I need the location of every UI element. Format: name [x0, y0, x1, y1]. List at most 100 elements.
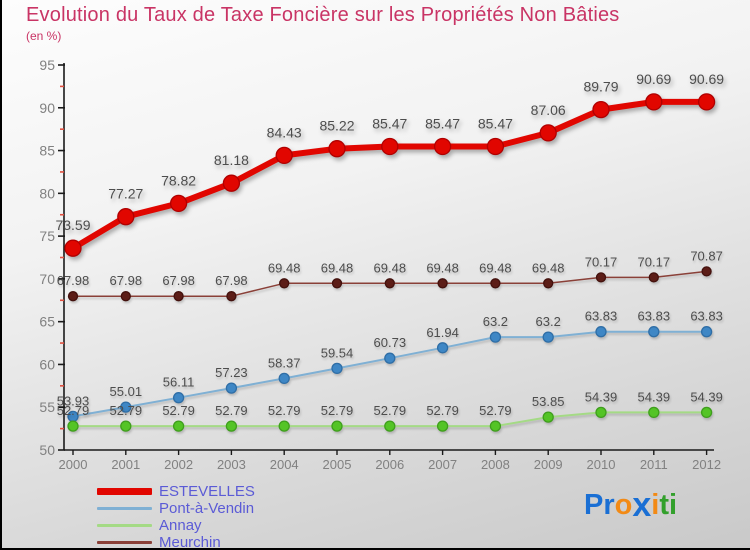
data-point-estevelles — [275, 146, 293, 165]
data-label-meurchin: 67.98 — [215, 273, 248, 288]
x-tick-label: 2003 — [217, 457, 246, 472]
x-tick-label: 2006 — [375, 457, 404, 472]
x-tick-label: 2012 — [692, 457, 721, 472]
data-point-annay — [67, 420, 79, 432]
data-label-pont-a-vendin: 56.11 — [163, 375, 195, 390]
legend-item-estevelles: ESTEVELLES — [97, 483, 255, 499]
data-label-estevelles: 85.47 — [478, 116, 513, 132]
data-point-estevelles — [64, 239, 82, 257]
y-tick-label: 80 — [39, 185, 55, 201]
data-point-annay — [542, 411, 554, 423]
legend-swatch-annay — [97, 523, 152, 527]
data-label-estevelles: 85.47 — [425, 116, 460, 132]
chart-canvas: 50 55 60 65 70 75 80 85 90 95 2000 2001 2002 2003 2004… — [39, 57, 724, 472]
y-tick-label: 55 — [39, 399, 55, 415]
data-label-annay: 53.85 — [532, 394, 565, 409]
data-label-annay: 52.79 — [57, 403, 90, 418]
data-point-pont-a-vendin — [700, 326, 713, 338]
data-label-pont-a-vendin: 53.93 — [57, 393, 90, 408]
data-point-meurchin — [437, 278, 448, 289]
series-annay: 52.79 52.79 52.79 52.79 52.79 52.79 52.79 52.79… — [57, 389, 723, 432]
series-pont-a-vendin: 53.93 55.01 56.11 57.23 58.37 59.54 60.73 61.94… — [57, 309, 723, 423]
data-point-pont-a-vendin — [331, 362, 343, 375]
data-label-meurchin: 69.48 — [321, 260, 354, 275]
y-tick-label: 90 — [39, 100, 55, 116]
data-label-meurchin: 69.48 — [426, 260, 459, 275]
data-point-pont-a-vendin — [278, 372, 290, 385]
data-point-meurchin — [648, 272, 659, 283]
data-label-estevelles: 85.47 — [372, 116, 407, 132]
logo-letter: r — [603, 489, 615, 521]
legend-item-annay: Annay — [97, 517, 255, 533]
proxiti-logo: Proxiti — [584, 484, 677, 524]
legend-item-pont-a-vendin: Pont-à-Vendin — [97, 500, 255, 516]
chart-legend: ESTEVELLES Pont-à-Vendin Annay Meurchin — [97, 483, 255, 550]
data-label-estevelles: 89.79 — [583, 79, 618, 95]
data-label-estevelles: 90.69 — [689, 71, 724, 87]
y-tick-label: 95 — [39, 57, 55, 73]
data-point-meurchin — [595, 272, 607, 283]
data-label-meurchin: 70.17 — [585, 254, 618, 269]
data-point-annay — [120, 420, 132, 432]
data-point-estevelles — [222, 174, 241, 192]
data-label-meurchin: 69.48 — [268, 260, 301, 275]
y-tick-label: 70 — [39, 271, 55, 287]
x-tick-label: 2002 — [164, 457, 193, 472]
x-tick-label: 2005 — [323, 457, 352, 472]
data-point-pont-a-vendin — [436, 342, 449, 354]
x-tick-label: 2010 — [587, 457, 616, 472]
data-label-annay: 52.79 — [110, 403, 143, 418]
data-point-estevelles — [697, 93, 716, 111]
data-point-meurchin — [701, 266, 712, 277]
data-label-estevelles: 73.59 — [55, 217, 90, 233]
data-point-annay — [384, 420, 396, 432]
data-label-annay: 52.79 — [426, 403, 459, 418]
data-point-pont-a-vendin — [489, 331, 502, 343]
legend-item-meurchin: Meurchin — [97, 533, 255, 550]
data-point-meurchin — [120, 291, 131, 302]
legend-swatch-pont-a-vendin — [97, 506, 152, 510]
data-point-meurchin — [67, 291, 79, 302]
axes: 50 55 60 65 70 75 80 85 90 95 2000 2001 2002 2003 2004… — [39, 57, 721, 472]
data-label-estevelles: 78.82 — [161, 172, 196, 188]
data-point-pont-a-vendin — [384, 352, 396, 364]
legend-label-meurchin: Meurchin — [159, 533, 221, 550]
data-label-estevelles: 85.22 — [319, 118, 354, 134]
data-point-annay — [331, 420, 343, 432]
legend-label-pont-a-vendin: Pont-à-Vendin — [159, 499, 255, 517]
y-tick-label: 75 — [39, 228, 55, 244]
data-label-estevelles: 81.18 — [214, 152, 249, 168]
data-point-estevelles — [592, 100, 610, 119]
series-meurchin: 67.98 67.98 67.98 67.98 69.48 69.48 69.48 69.48… — [57, 248, 723, 302]
data-label-annay: 54.39 — [690, 389, 723, 404]
data-label-estevelles: 87.06 — [531, 102, 566, 118]
data-point-pont-a-vendin — [595, 326, 607, 338]
logo-letter: o — [614, 489, 633, 521]
data-point-estevelles — [328, 140, 346, 158]
logo-letter: i — [651, 489, 660, 521]
data-label-annay: 54.39 — [638, 389, 671, 404]
y-tick-label: 60 — [39, 356, 55, 372]
data-label-annay: 52.79 — [215, 403, 248, 418]
data-point-annay — [278, 420, 290, 432]
data-point-estevelles — [381, 137, 399, 156]
legend-label-estevelles: ESTEVELLES — [159, 482, 255, 500]
chart-subtitle: (en %) — [26, 29, 62, 43]
data-point-meurchin — [226, 291, 237, 302]
data-label-annay: 52.79 — [321, 403, 354, 418]
data-label-pont-a-vendin: 55.01 — [110, 384, 143, 399]
logo-letter: P — [584, 489, 604, 521]
data-label-pont-a-vendin: 57.23 — [215, 365, 248, 380]
legend-swatch-estevelles — [97, 487, 152, 495]
legend-swatch-meurchin — [97, 540, 152, 544]
data-label-pont-a-vendin: 60.73 — [374, 335, 407, 350]
x-tick-label: 2001 — [111, 457, 140, 472]
data-label-pont-a-vendin: 59.54 — [321, 345, 354, 360]
y-tick-label: 50 — [39, 442, 55, 458]
data-point-meurchin — [543, 278, 554, 289]
data-label-pont-a-vendin: 63.83 — [638, 309, 671, 324]
data-label-meurchin: 67.98 — [110, 273, 143, 288]
data-point-pont-a-vendin — [120, 401, 132, 413]
data-point-estevelles — [169, 194, 188, 213]
